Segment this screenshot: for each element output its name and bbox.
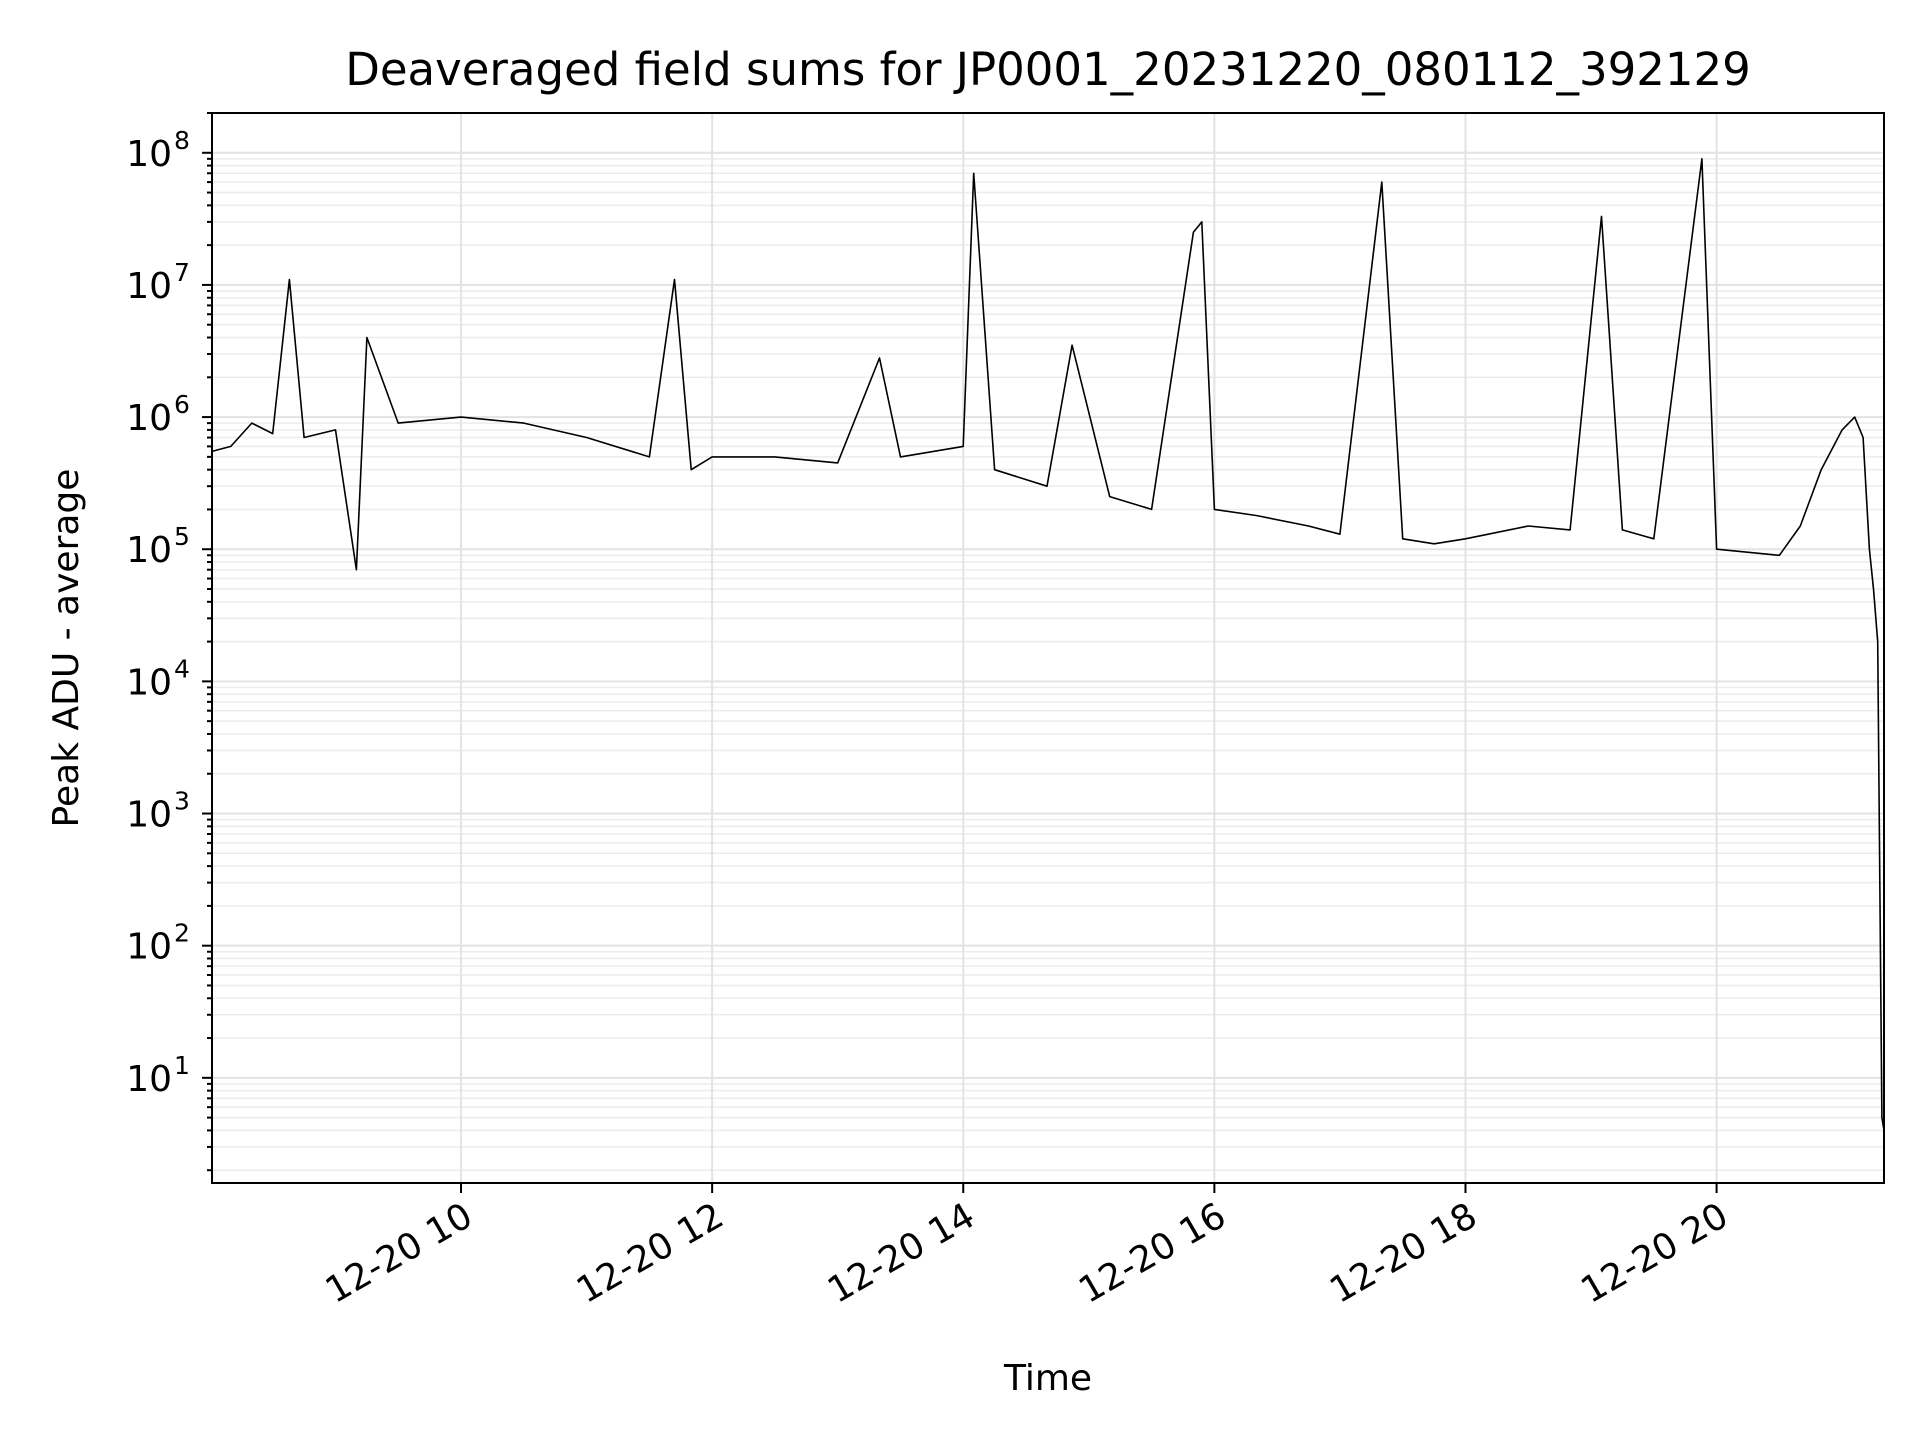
y-tick-label-base: 10 [126, 1059, 172, 1100]
y-tick-label-exponent: 3 [174, 787, 190, 816]
series-line [211, 158, 1885, 1131]
chart-title: Deaveraged field sums for JP0001_2023122… [345, 43, 1751, 96]
y-tick-label-base: 10 [126, 662, 172, 703]
y-tick-label-exponent: 7 [174, 258, 190, 287]
y-tick-label-exponent: 1 [174, 1051, 190, 1080]
y-tick-label-exponent: 8 [174, 126, 190, 155]
series-layer [211, 158, 1885, 1131]
x-tick-label: 12-20 20 [1574, 1195, 1735, 1311]
y-tick-label-base: 10 [126, 530, 172, 571]
plot-frame [211, 112, 1885, 1184]
x-tick-label: 12-20 14 [821, 1195, 982, 1311]
y-tick-label-base: 10 [126, 927, 172, 968]
y-tick-label-base: 10 [126, 795, 172, 836]
x-axis-label: Time [1003, 1358, 1092, 1399]
y-tick-label-exponent: 2 [174, 919, 190, 948]
y-tick-label-base: 10 [126, 266, 172, 307]
y-tick-label-exponent: 5 [174, 522, 190, 551]
y-tick-label-base: 10 [126, 398, 172, 439]
y-tick-label-exponent: 6 [174, 390, 190, 419]
grid [212, 112, 1884, 1183]
y-tick-label-exponent: 4 [174, 654, 190, 683]
y-axis-label: Peak ADU - average [46, 469, 87, 828]
x-tick-label: 12-20 12 [570, 1195, 731, 1311]
x-tick-label: 12-20 10 [319, 1195, 480, 1311]
x-tick-label: 12-20 18 [1323, 1195, 1484, 1311]
x-tick-label: 12-20 16 [1072, 1195, 1233, 1311]
y-tick-label-base: 10 [126, 134, 172, 175]
